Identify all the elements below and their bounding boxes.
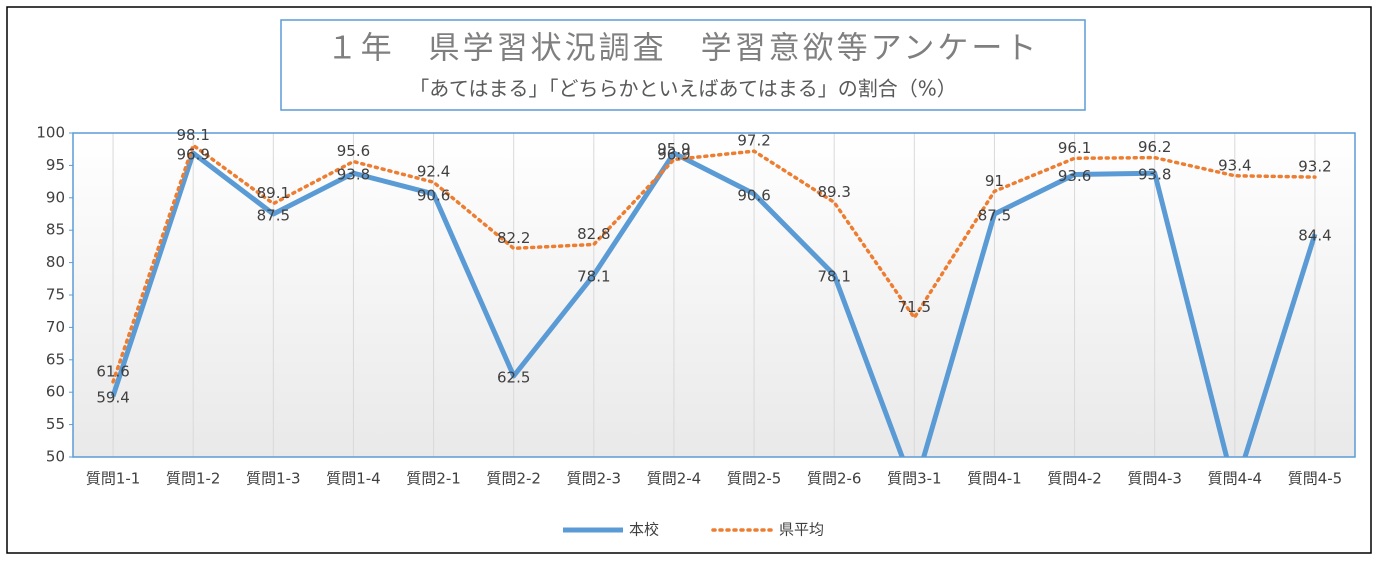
data-label: 59.4 bbox=[96, 389, 129, 407]
data-label: 78.1 bbox=[817, 267, 850, 285]
y-tick-label: 75 bbox=[46, 286, 65, 304]
x-tick-label: 質問1-4 bbox=[326, 470, 381, 488]
y-tick-label: 70 bbox=[46, 318, 65, 336]
x-tick-label: 質問1-2 bbox=[166, 470, 221, 488]
data-label: 84.4 bbox=[1298, 227, 1331, 245]
y-tick-label: 100 bbox=[36, 124, 65, 142]
series-line bbox=[111, 143, 1317, 384]
legend-label: 本校 bbox=[629, 521, 659, 539]
x-tick-label: 質問1-1 bbox=[86, 470, 141, 488]
series-line bbox=[110, 150, 1318, 457]
y-tick-label: 60 bbox=[46, 383, 65, 401]
data-label: 91 bbox=[985, 172, 1004, 190]
data-label: 87.5 bbox=[257, 207, 290, 225]
y-tick-label: 90 bbox=[46, 188, 65, 206]
plot-border bbox=[72, 132, 1356, 458]
data-label: 78.1 bbox=[577, 267, 610, 285]
data-label: 93.8 bbox=[337, 166, 370, 184]
x-tick-label: 質問2-6 bbox=[807, 470, 862, 488]
y-tick-label: 80 bbox=[46, 253, 65, 271]
data-label: 96.2 bbox=[1138, 138, 1171, 156]
title-box bbox=[280, 19, 1086, 111]
data-label: 96.9 bbox=[657, 146, 690, 164]
data-label: 61.6 bbox=[96, 362, 129, 380]
x-tick-label: 質問2-4 bbox=[647, 470, 702, 488]
x-tick-label: 質問4-2 bbox=[1047, 470, 1102, 488]
data-label: 71.5 bbox=[898, 298, 931, 316]
x-tick-label: 質問2-1 bbox=[406, 470, 461, 488]
lines bbox=[110, 143, 1318, 457]
x-tick-label: 質問1-3 bbox=[246, 470, 301, 488]
data-label: 96.1 bbox=[1058, 139, 1091, 157]
legend-label: 県平均 bbox=[779, 521, 824, 539]
x-tick-label: 質問2-5 bbox=[727, 470, 782, 488]
data-label: 62.5 bbox=[497, 369, 530, 387]
y-tick-label: 65 bbox=[46, 350, 65, 368]
data-label: 93.6 bbox=[1058, 167, 1091, 185]
x-tick-label: 質問4-5 bbox=[1288, 470, 1343, 488]
data-label: 93.2 bbox=[1298, 158, 1331, 176]
data-label: 93.4 bbox=[1218, 156, 1251, 174]
plot-area bbox=[73, 133, 1355, 457]
labels: 59.4 96.9 87.5 93.8 90.6 62.5 78.1 96.9 90.6 78.1… bbox=[96, 126, 1331, 407]
y-tick-label: 55 bbox=[46, 415, 65, 433]
x-tick-label: 質問4-1 bbox=[967, 470, 1022, 488]
x-tick-label: 質問4-3 bbox=[1127, 470, 1182, 488]
data-label: 82.8 bbox=[577, 225, 610, 243]
data-label: 92.4 bbox=[417, 163, 450, 181]
data-label: 82.2 bbox=[497, 229, 530, 247]
data-label: 93.8 bbox=[1138, 166, 1171, 184]
data-label: 89.3 bbox=[817, 183, 850, 201]
data-label: 98.1 bbox=[176, 126, 209, 144]
x-tick-label: 質問2-3 bbox=[567, 470, 622, 488]
data-label: 90.6 bbox=[737, 186, 770, 204]
data-label: 90.6 bbox=[417, 186, 450, 204]
data-label: 97.2 bbox=[737, 132, 770, 150]
x-tick-label: 質問3-1 bbox=[887, 470, 942, 488]
chart-subtitle: 「あてはまる」「どちらかといえばあてはまる」の割合（%） bbox=[409, 77, 956, 101]
x-tick-label: 質問2-2 bbox=[486, 470, 541, 488]
y-tick-label: 95 bbox=[46, 156, 65, 174]
y-tick-label: 50 bbox=[46, 448, 65, 466]
x-tick-label: 質問4-4 bbox=[1208, 470, 1263, 488]
data-label: 89.1 bbox=[257, 184, 290, 202]
grid bbox=[69, 132, 1316, 458]
data-label: 95.9 bbox=[657, 140, 690, 158]
chart-title: １年 県学習状況調査 学習意欲等アンケート bbox=[327, 31, 1040, 67]
data-label: 96.9 bbox=[176, 146, 209, 164]
data-label: 95.6 bbox=[337, 142, 370, 160]
data-label: 87.5 bbox=[978, 207, 1011, 225]
y-tick-label: 85 bbox=[46, 221, 65, 239]
